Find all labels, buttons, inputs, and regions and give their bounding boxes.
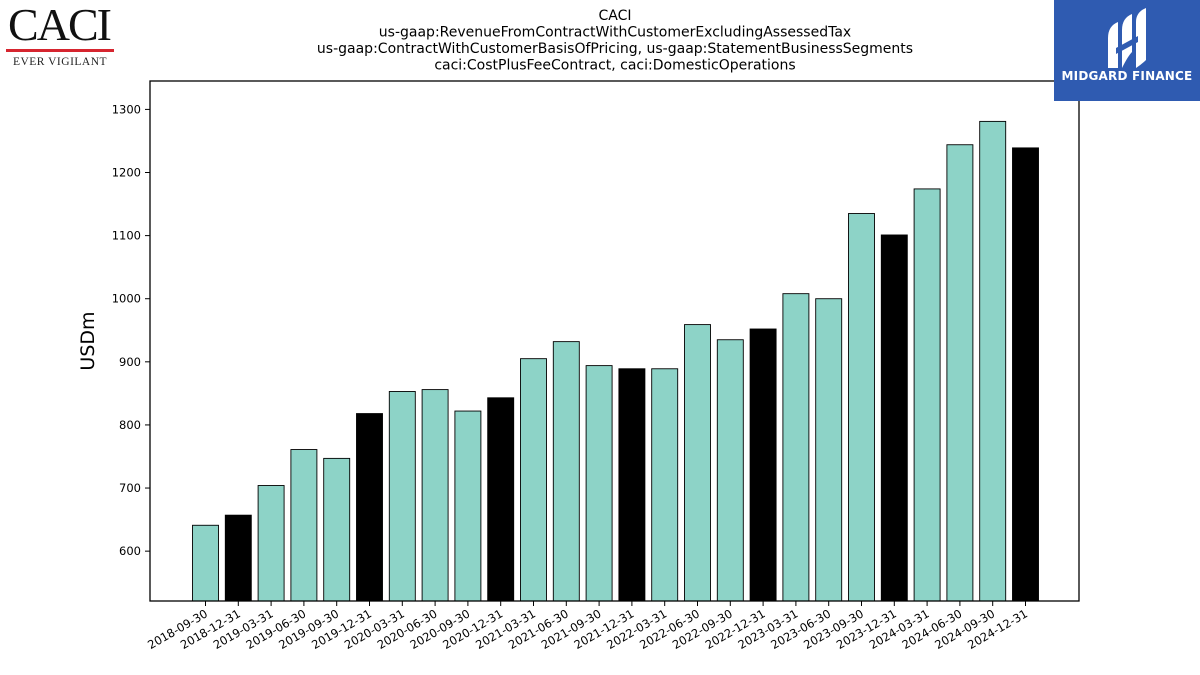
chart-title-line: CACI — [598, 8, 631, 24]
x-axis: 2018-09-302018-12-312019-03-312019-06-30… — [145, 601, 1030, 652]
bar — [815, 298, 843, 602]
y-tick-label: 1300 — [112, 102, 141, 116]
bar — [979, 120, 1007, 602]
bar — [356, 413, 383, 602]
bar — [848, 213, 875, 602]
bar — [782, 293, 810, 602]
bar — [880, 234, 908, 602]
bar — [224, 514, 252, 602]
bar — [192, 524, 219, 602]
bar — [585, 365, 613, 602]
caci-logo-tagline: EVER VIGILANT — [12, 56, 108, 68]
bar — [618, 368, 646, 602]
chart-title: CACIus-gaap:RevenueFromContractWithCusto… — [317, 8, 913, 74]
midgard-finance-logo: MIDGARD FINANCE — [1054, 0, 1200, 101]
bar — [421, 389, 449, 602]
y-tick-label: 600 — [119, 544, 141, 558]
bar — [651, 368, 679, 602]
y-tick-label: 900 — [119, 355, 141, 369]
chart-title-line: caci:CostPlusFeeContract, caci:DomesticO… — [434, 58, 795, 74]
bar — [946, 144, 974, 602]
bar — [388, 391, 416, 602]
bar — [749, 328, 777, 602]
caci-logo-wordmark: CACI — [8, 0, 112, 50]
chart-title-line: us-gaap:RevenueFromContractWithCustomerE… — [379, 25, 851, 41]
y-axis: 600 700 800 900 1000 1100 1200 1300 — [112, 102, 150, 558]
bar — [684, 324, 711, 602]
bar — [716, 339, 744, 602]
y-tick-label: 800 — [119, 418, 141, 432]
midgard-logo-text: MIDGARD FINANCE — [1061, 69, 1193, 83]
chart-title-line: us-gaap:ContractWithCustomerBasisOfPrici… — [317, 41, 913, 57]
caci-logo-rule — [6, 49, 114, 52]
y-tick-label: 700 — [119, 481, 141, 495]
bar — [454, 410, 482, 602]
y-tick-label: 1100 — [112, 229, 141, 243]
plot-frame — [149, 80, 1080, 602]
midgard-logo-mark-icon — [1108, 8, 1146, 68]
bar — [323, 457, 351, 602]
bar — [257, 485, 285, 602]
bar — [913, 188, 941, 602]
bar — [290, 449, 318, 602]
y-tick-label: 1200 — [112, 166, 141, 180]
y-tick-label: 1000 — [112, 292, 141, 306]
bar — [520, 358, 547, 602]
caci-logo: CACI EVER VIGILANT — [4, 0, 114, 68]
bars — [192, 120, 1039, 602]
bar — [552, 341, 580, 602]
bar — [487, 397, 515, 602]
bar — [1012, 147, 1039, 602]
y-axis-label: USDm — [77, 311, 99, 370]
